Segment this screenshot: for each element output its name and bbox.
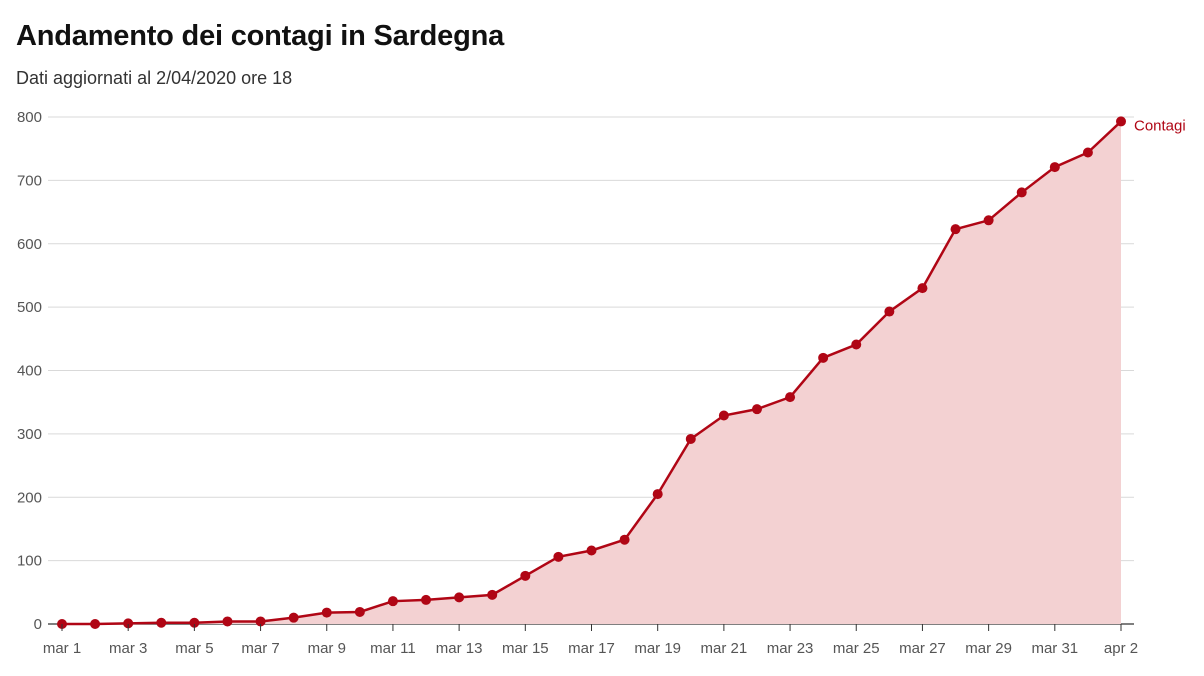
data-point (751, 404, 762, 415)
y-tick-label: 500 (17, 299, 42, 316)
x-tick-label: mar 29 (965, 640, 1012, 657)
x-tick-label: mar 27 (899, 640, 946, 657)
data-point (553, 551, 564, 562)
data-point (619, 534, 630, 545)
data-point (586, 545, 597, 556)
data-point (1116, 116, 1126, 127)
y-tick-label: 100 (17, 553, 42, 570)
chart-title: Andamento dei contagi in Sardegna (16, 20, 505, 52)
data-point (884, 306, 895, 317)
x-tick-label: mar 19 (634, 640, 681, 657)
data-points (57, 116, 1126, 629)
data-point (785, 392, 796, 403)
x-axis: mar 1 mar 3 mar 5 mar 7 mar 9 mar 11 mar 13 mar… (43, 624, 1138, 657)
x-tick-label: mar 13 (436, 640, 483, 657)
data-point (983, 215, 994, 226)
x-tick-label: mar 23 (767, 640, 814, 657)
data-point (189, 617, 200, 628)
data-point (818, 352, 829, 363)
data-point (123, 618, 134, 629)
x-tick-label: mar 21 (701, 640, 748, 657)
data-point (288, 612, 299, 623)
data-point (1016, 187, 1027, 198)
series-label-contagi: Contagi (1134, 117, 1186, 134)
data-point (156, 617, 167, 628)
data-point (685, 433, 696, 444)
data-point (387, 596, 398, 607)
data-point (421, 594, 432, 605)
x-tick-label: mar 25 (833, 640, 880, 657)
data-point (222, 616, 233, 627)
y-tick-label: 400 (17, 363, 42, 380)
series-area-contagi (62, 121, 1121, 624)
data-point (917, 283, 928, 294)
x-tick-label: mar 3 (109, 640, 147, 657)
chart-subtitle: Dati aggiornati al 2/04/2020 ore 18 (16, 68, 293, 88)
x-tick-label: mar 17 (568, 640, 615, 657)
x-tick-label: mar 7 (241, 640, 279, 657)
data-point (718, 410, 729, 421)
y-tick-label: 200 (17, 489, 42, 506)
y-tick-label: 800 (17, 109, 42, 126)
data-point (354, 606, 365, 617)
x-tick-label: mar 11 (370, 640, 416, 657)
x-tick-label: mar 1 (43, 640, 81, 657)
data-point (487, 589, 498, 600)
data-point (454, 592, 465, 603)
x-tick-label: mar 15 (502, 640, 549, 657)
data-point (520, 570, 531, 581)
x-tick-label: apr 2 (1104, 640, 1138, 657)
x-tick-label: mar 31 (1031, 640, 1078, 657)
x-tick-label: mar 5 (175, 640, 213, 657)
data-point (652, 489, 663, 500)
y-tick-label: 0 (34, 616, 42, 633)
y-axis: 0 100 200 300 400 500 600 700 800 (17, 109, 42, 633)
data-point (1082, 147, 1093, 158)
data-point (255, 616, 266, 627)
data-point (321, 607, 332, 618)
y-tick-label: 300 (17, 426, 42, 443)
x-tick-label: mar 9 (308, 640, 346, 657)
data-point (1049, 162, 1060, 173)
data-point (90, 619, 101, 629)
y-tick-label: 600 (17, 236, 42, 253)
data-point (851, 339, 862, 350)
y-tick-label: 700 (17, 172, 42, 189)
data-point (950, 224, 961, 235)
